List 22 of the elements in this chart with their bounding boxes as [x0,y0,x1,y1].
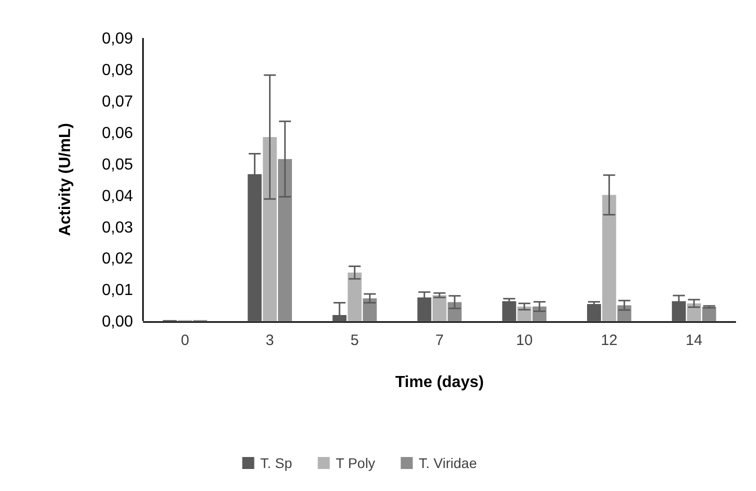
y-tick-label: 0,04 [102,188,134,205]
y-tick-label: 0,06 [102,124,134,142]
y-axis-title: Activity (U/mL) [57,123,74,236]
x-axis-title: Time (days) [395,374,484,391]
x-tick-label: 3 [266,332,274,349]
x-tick-label: 12 [600,332,618,349]
legend-label: T. Sp [260,454,292,471]
y-tick-label: 0,09 [102,30,134,48]
y-tick-label: 0,05 [102,156,134,174]
legend-label: T. Viridae [418,454,478,471]
x-tick-label: 5 [350,332,359,349]
x-tick-label: 7 [435,332,444,349]
x-tick-label: 10 [516,332,533,349]
y-tick-label: 0,02 [102,250,134,268]
y-tick-label: 0,07 [102,93,134,110]
y-tick-label: 0,08 [102,62,134,80]
y-tick-label: 0,00 [102,314,134,331]
y-tick-label: 0,03 [102,219,134,236]
x-tick-label: 0 [180,332,190,349]
legend-label: T Poly [336,454,376,471]
x-tick-label: 14 [686,332,702,349]
y-tick-label: 0,01 [102,282,134,300]
